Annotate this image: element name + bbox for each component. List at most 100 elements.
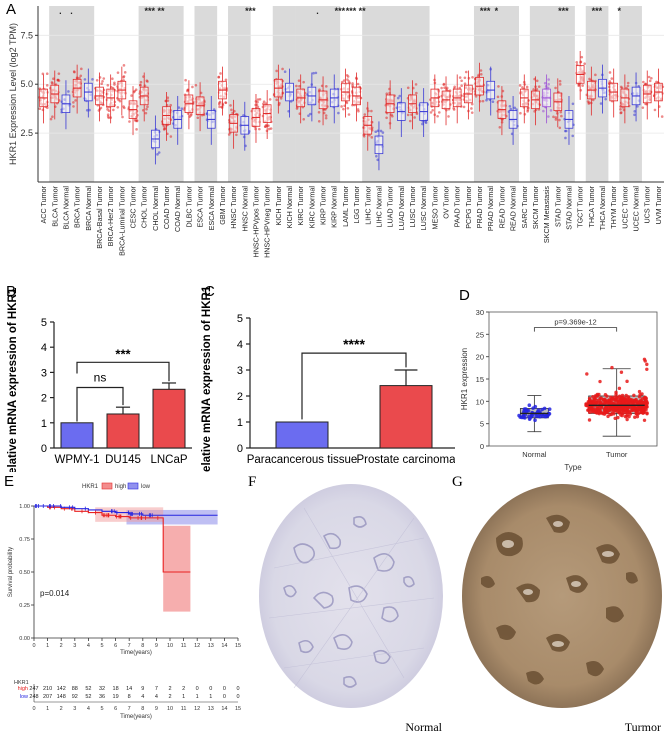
x-tick-label: 2 (60, 643, 63, 649)
data-point (325, 85, 328, 88)
panel-a: A 2.5 5.0 7.5 HKR1 Expression Level (log2 TP… (0, 0, 669, 262)
data-point (79, 74, 83, 78)
y-axis-label: HKR1 expression (460, 348, 469, 410)
significance-mark: *** (145, 6, 156, 16)
x-tick-label: PRAD Normal (486, 186, 495, 232)
group-shade (228, 6, 240, 182)
data-point (458, 76, 462, 79)
data-point (429, 111, 433, 114)
x-tick-label: KIRP Tumor (319, 185, 328, 225)
x-tick-label: Prostate carcinoma (356, 454, 456, 466)
data-point (519, 111, 522, 115)
data-point (610, 365, 614, 370)
data-point (295, 84, 298, 88)
y-tick-label: 3 (41, 367, 47, 379)
risk-x-tick-label: 14 (221, 706, 227, 712)
data-point (122, 64, 126, 67)
data-point (635, 414, 640, 419)
data-point (169, 135, 173, 138)
data-point (424, 121, 428, 125)
data-point (626, 84, 630, 88)
risk-x-tick-label: 4 (87, 706, 90, 712)
x-tick-label: UCEC Normal (632, 186, 641, 232)
data-point (51, 82, 54, 85)
data-point (571, 102, 575, 106)
data-point (547, 78, 550, 81)
data-point (583, 62, 586, 66)
data-point (80, 67, 83, 71)
data-point (549, 109, 553, 112)
significance-mark: . (70, 6, 73, 16)
data-point (644, 82, 648, 86)
data-point (146, 105, 149, 109)
data-point (479, 73, 483, 76)
x-tick-label: KIRC Tumor (296, 185, 305, 225)
data-point (464, 70, 468, 74)
data-point (302, 118, 306, 121)
data-point (242, 114, 245, 117)
bar (60, 422, 94, 449)
data-point (613, 408, 617, 413)
x-tick-label: 11 (181, 643, 187, 649)
data-point (610, 77, 614, 80)
panel-d: DD051015202530HKR1 expressionNormalTumor… (455, 282, 669, 472)
data-point (45, 72, 49, 75)
data-point (379, 129, 383, 133)
y-tick-label: 4 (41, 342, 47, 354)
data-point (521, 86, 524, 89)
data-point (106, 108, 109, 111)
panel-label-c: C (204, 283, 215, 300)
data-point (340, 105, 343, 108)
data-point (116, 105, 120, 109)
p-value: p=0.014 (40, 589, 70, 598)
x-tick-label: ESCA Normal (207, 186, 216, 231)
data-point (460, 84, 463, 88)
x-tick-label: MESO Tumor (430, 185, 439, 229)
data-point (194, 83, 198, 87)
y-tick-label: 1 (41, 418, 47, 430)
data-point (162, 128, 166, 131)
risk-x-tick-label: 12 (194, 706, 200, 712)
data-point (602, 411, 607, 415)
data-point (599, 102, 603, 105)
data-point (619, 413, 623, 417)
x-tick-label: SKCM Tumor (531, 185, 540, 229)
x-tick-label: Tumor (606, 450, 628, 459)
data-point (53, 105, 57, 109)
data-point (642, 80, 645, 84)
risk-row-name: low (20, 694, 28, 700)
risk-x-tick-label: 13 (208, 706, 214, 712)
risk-x-tick-label: 1 (46, 706, 49, 712)
data-point (112, 108, 115, 112)
data-point (235, 133, 238, 137)
x-tick-label: 6 (114, 643, 117, 649)
plot-frame (488, 311, 658, 447)
data-point (414, 83, 418, 86)
tissue-caption-normal: Normal (405, 720, 442, 734)
data-point (374, 130, 377, 134)
data-point (643, 395, 647, 400)
data-point (470, 102, 474, 106)
x-tick-label: HNSC Normal (240, 186, 249, 232)
significance-mark: ** (359, 6, 367, 16)
group-shade (239, 6, 251, 182)
risk-count: 142 (57, 686, 66, 692)
data-point (346, 78, 349, 81)
data-point (564, 136, 567, 140)
data-point (452, 106, 455, 110)
x-tick-label: BLCA Tumor (50, 185, 59, 226)
risk-count: 2 (168, 694, 171, 700)
data-point (133, 118, 137, 122)
data-point (415, 91, 418, 95)
data-point (638, 392, 642, 397)
x-tick-label: KIRP Normal (330, 186, 339, 228)
data-point (162, 124, 166, 128)
data-point (258, 98, 262, 101)
data-point (619, 370, 624, 374)
y-axis-label: Relative mRNA expression of HKR1 (7, 287, 19, 472)
ci-band-high-tail (163, 525, 191, 612)
data-point (660, 115, 664, 118)
y-tick-label: 5 (480, 420, 484, 429)
data-point (100, 82, 103, 86)
data-point (633, 110, 637, 113)
